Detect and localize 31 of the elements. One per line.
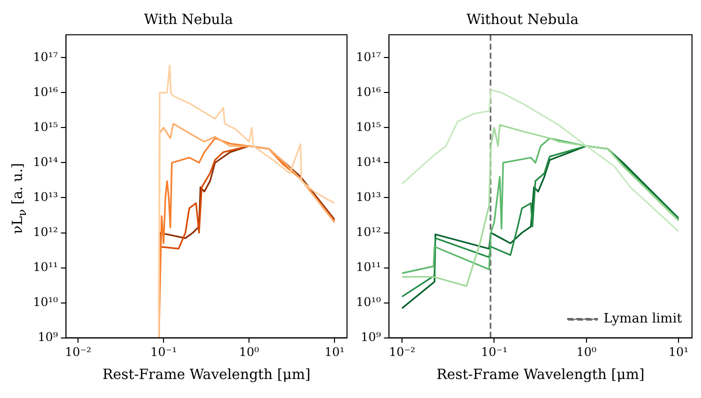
y-tick-label: 10¹² bbox=[33, 224, 58, 239]
y-tick-label: 10¹⁴ bbox=[33, 154, 58, 169]
y-tick-label: 10¹⁷ bbox=[356, 50, 382, 64]
x-tick-label: 10⁻¹ bbox=[150, 345, 177, 360]
y-tick-label: 10¹⁵ bbox=[33, 120, 58, 134]
y-tick-label: 10¹⁵ bbox=[356, 120, 382, 134]
x-tick-label: 10⁰ bbox=[576, 345, 597, 360]
x-tick-label: 10⁰ bbox=[238, 345, 260, 360]
x-tick-label: 10⁻² bbox=[388, 345, 416, 360]
legend-label: Lyman limit bbox=[604, 312, 683, 327]
y-tick-label: 10¹⁴ bbox=[356, 154, 382, 169]
x-tick-label: 10¹ bbox=[324, 345, 345, 360]
x-tick-label: 10⁻² bbox=[64, 345, 92, 360]
y-tick-label: 10¹³ bbox=[33, 190, 58, 204]
y-tick-label: 10¹¹ bbox=[356, 260, 381, 274]
x-axis-title: Rest-Frame Wavelength [μm] bbox=[102, 367, 310, 384]
y-tick-label: 10⁹ bbox=[360, 330, 382, 344]
y-tick-label: 10¹⁰ bbox=[356, 294, 382, 309]
y-tick-label: 10¹⁰ bbox=[33, 294, 58, 309]
y-tick-label: 10¹² bbox=[356, 224, 382, 239]
y-tick-label: 10⁹ bbox=[38, 330, 58, 344]
y-tick-label: 10¹⁷ bbox=[33, 50, 58, 64]
y-tick-label: 10¹¹ bbox=[33, 260, 58, 274]
y-tick-label: 10¹⁶ bbox=[33, 84, 58, 99]
y-tick-label: 10¹⁶ bbox=[356, 84, 382, 99]
y-tick-label: 10¹³ bbox=[356, 190, 382, 204]
chart-title: Without Nebula bbox=[466, 12, 579, 28]
x-tick-label: 10¹ bbox=[668, 345, 689, 360]
x-tick-label: 10⁻¹ bbox=[480, 345, 508, 360]
x-axis-title: Rest-Frame Wavelength [μm] bbox=[436, 367, 644, 384]
chart-title: With Nebula bbox=[144, 12, 234, 28]
